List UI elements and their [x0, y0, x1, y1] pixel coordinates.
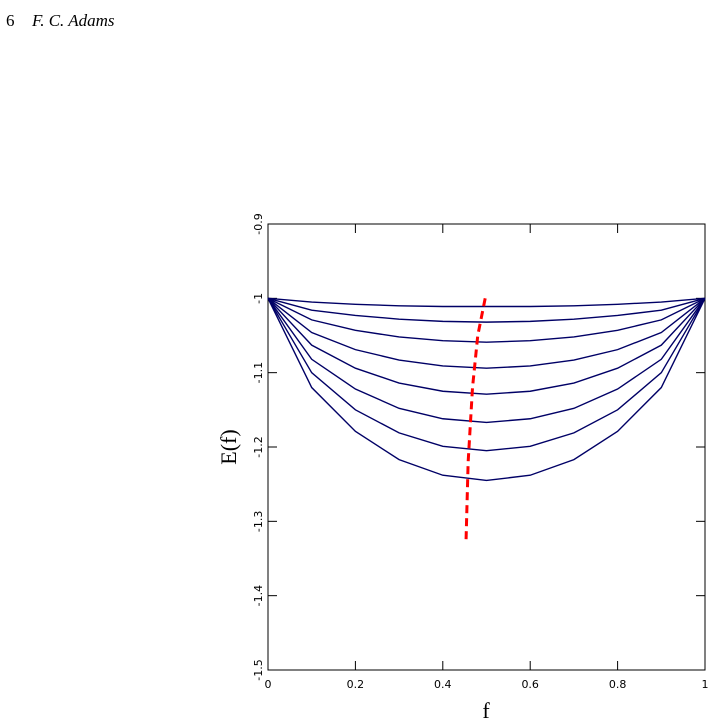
y-tick-label: -1	[252, 293, 265, 304]
x-tick-label: 0	[265, 678, 272, 691]
x-tick-label: 0.6	[521, 678, 539, 691]
plot-frame	[267, 223, 706, 671]
y-axis-label: E(f)	[216, 429, 241, 464]
running-author: F. C. Adams	[31, 11, 115, 30]
curve	[267, 297, 706, 452]
x-axis-label: f	[482, 698, 490, 723]
y-tick-label: -1.2	[252, 436, 265, 457]
curve	[267, 297, 706, 424]
x-tick-label: 0.2	[347, 678, 365, 691]
y-tick-label: -1.4	[252, 585, 265, 606]
curve	[267, 297, 706, 308]
x-tick-label: 0.8	[609, 678, 627, 691]
x-tick-label: 0.4	[434, 678, 452, 691]
page-number: 6	[6, 11, 15, 30]
curve	[267, 297, 706, 323]
y-tick-label: -1.3	[252, 511, 265, 532]
y-tick-label: -1.1	[252, 362, 265, 383]
curve	[267, 297, 706, 369]
x-tick-label: 1	[702, 678, 709, 691]
y-tick-label: -0.9	[252, 213, 265, 234]
curve	[267, 298, 706, 482]
curve	[267, 297, 706, 395]
curve	[267, 297, 706, 343]
y-tick-label: -1.5	[252, 659, 265, 680]
